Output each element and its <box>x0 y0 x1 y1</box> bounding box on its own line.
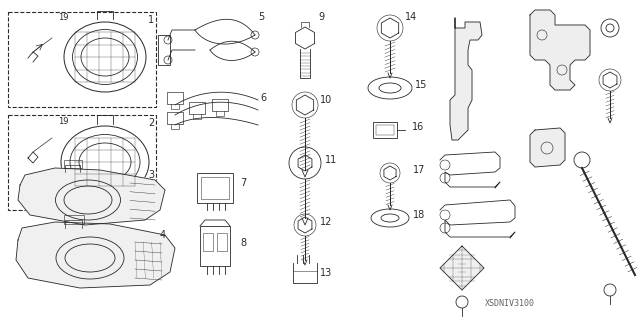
Polygon shape <box>530 128 565 167</box>
Text: 6: 6 <box>260 93 266 103</box>
Polygon shape <box>440 246 484 290</box>
Bar <box>64 215 84 224</box>
Bar <box>376 125 394 135</box>
Text: 18: 18 <box>413 210 425 220</box>
Text: 3: 3 <box>148 170 154 180</box>
Text: 4: 4 <box>160 230 166 240</box>
Polygon shape <box>16 222 175 288</box>
Text: 2: 2 <box>148 118 154 128</box>
Polygon shape <box>530 10 590 90</box>
Text: 1: 1 <box>148 15 154 25</box>
Bar <box>167 112 183 124</box>
Text: 12: 12 <box>320 217 332 227</box>
Bar <box>197 173 233 203</box>
Text: 19: 19 <box>58 117 68 126</box>
Bar <box>64 160 82 168</box>
Text: 7: 7 <box>240 178 246 188</box>
Text: 5: 5 <box>258 12 264 22</box>
Text: 17: 17 <box>413 165 426 175</box>
Bar <box>200 226 230 266</box>
Bar <box>373 122 397 138</box>
Bar <box>203 233 213 251</box>
Bar <box>158 35 170 65</box>
Bar <box>189 102 205 114</box>
Bar <box>8 12 156 107</box>
Text: 8: 8 <box>240 238 246 248</box>
Text: 15: 15 <box>415 80 428 90</box>
Text: 19: 19 <box>58 13 68 22</box>
Text: 11: 11 <box>325 155 337 165</box>
Text: 16: 16 <box>412 122 424 132</box>
Bar <box>217 233 227 251</box>
Text: XSDNIV3100: XSDNIV3100 <box>485 299 535 308</box>
Bar <box>201 177 229 199</box>
Text: 9: 9 <box>318 12 324 22</box>
Bar <box>8 115 156 210</box>
Polygon shape <box>450 18 482 140</box>
Bar <box>167 92 183 104</box>
Polygon shape <box>18 168 165 225</box>
Bar <box>212 99 228 111</box>
Text: 13: 13 <box>320 268 332 278</box>
Text: 10: 10 <box>320 95 332 105</box>
Text: 14: 14 <box>405 12 417 22</box>
